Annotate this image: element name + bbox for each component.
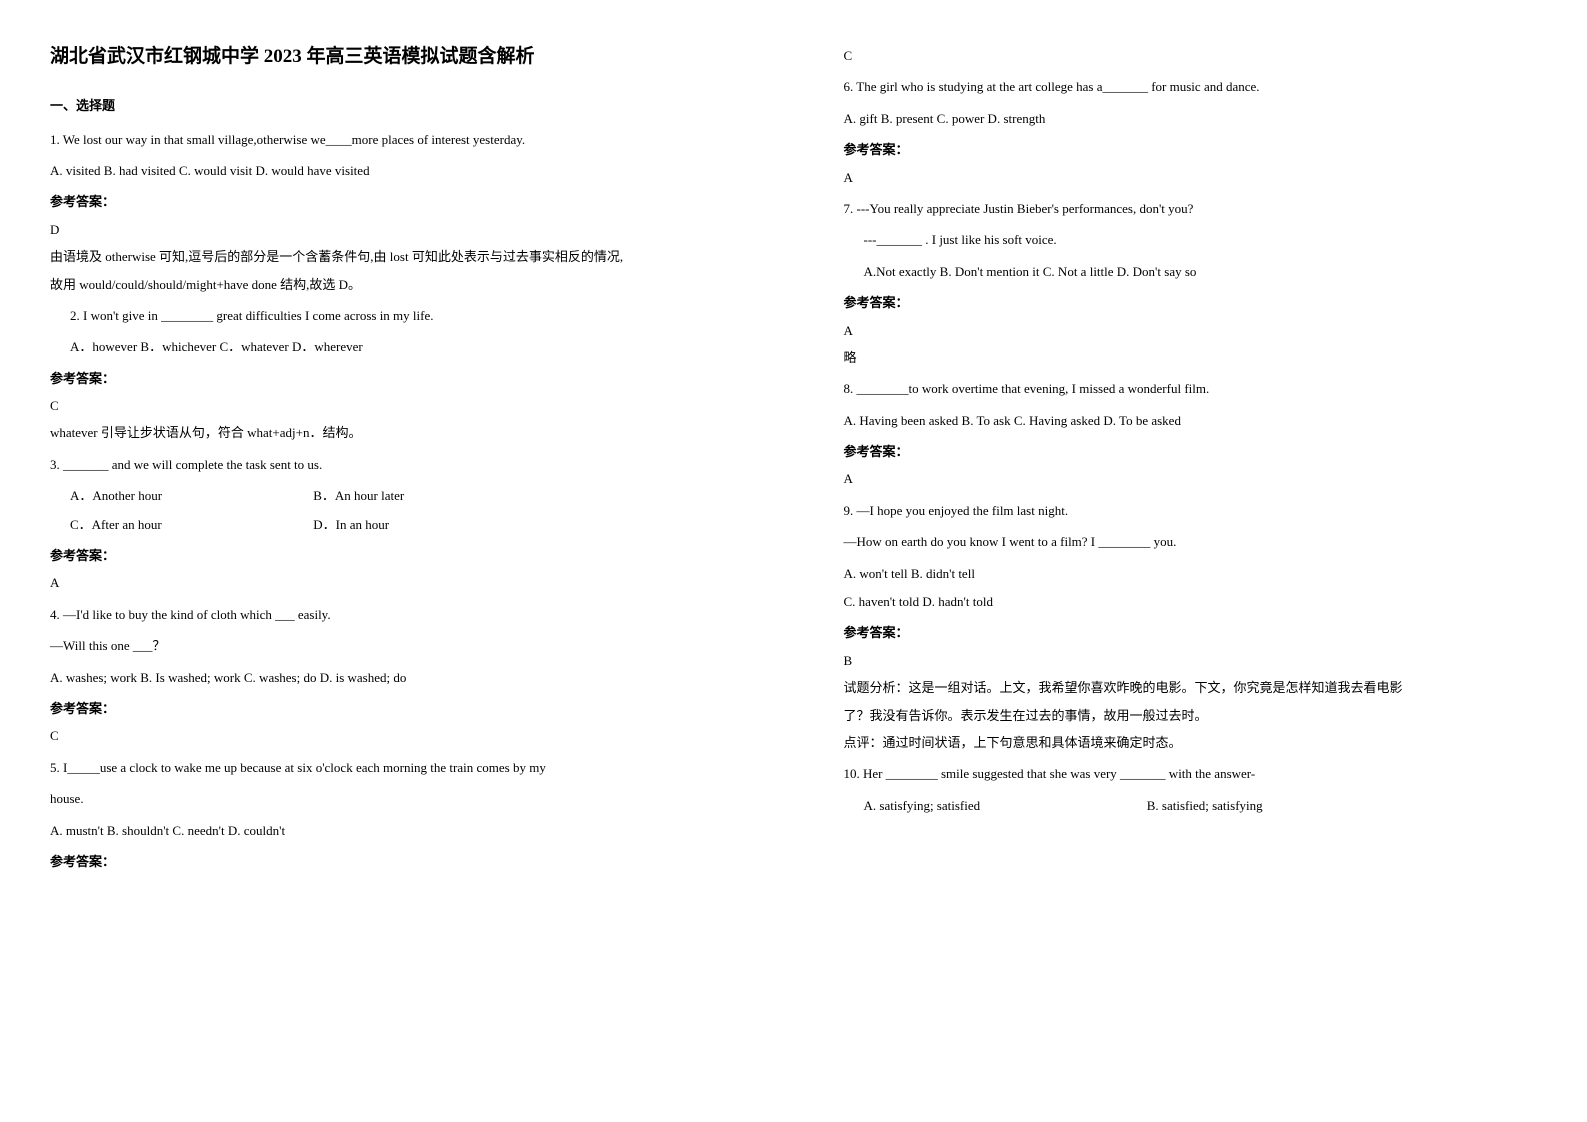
left-column: 湖北省武汉市红钢城中学 2023 年高三英语模拟试题含解析 一、选择题 1. W… (0, 0, 794, 1122)
q7-options: A.Not exactly B. Don't mention it C. Not… (844, 260, 1538, 283)
q6-options: A. gift B. present C. power D. strength (844, 107, 1538, 130)
q4-answer-label: 参考答案： (50, 697, 744, 720)
q2-answer-label: 参考答案： (50, 367, 744, 390)
q5-text-2: house. (50, 787, 744, 810)
q5-text-1: 5. I_____use a clock to wake me up becau… (50, 756, 744, 779)
q9-text-2: —How on earth do you know I went to a fi… (844, 530, 1538, 553)
q9-explain-1: 试题分析：这是一组对话。上文，我希望你喜欢昨晚的电影。下文，你究竟是怎样知道我去… (844, 676, 1538, 699)
q8-options: A. Having been asked B. To ask C. Having… (844, 409, 1538, 432)
q5-answer: C (844, 44, 1538, 67)
q3-options-row2: C．After an hour D．In an hour (50, 513, 744, 536)
q9-explain-3: 点评：通过时间状语，上下句意思和具体语境来确定时态。 (844, 731, 1538, 754)
right-column: C 6. The girl who is studying at the art… (794, 0, 1587, 1122)
q9-explain-2: 了？我没有告诉你。表示发生在过去的事情，故用一般过去时。 (844, 704, 1538, 727)
q4-options: A. washes; work B. Is washed; work C. wa… (50, 666, 744, 689)
q3-opt-a: A．Another hour (70, 484, 310, 507)
q4-text-2: —Will this one ___？ (50, 634, 744, 657)
exam-page: 湖北省武汉市红钢城中学 2023 年高三英语模拟试题含解析 一、选择题 1. W… (0, 0, 1587, 1122)
q3-opt-d: D．In an hour (313, 517, 389, 532)
q1-options: A. visited B. had visited C. would visit… (50, 159, 744, 182)
q6-answer: A (844, 166, 1538, 189)
q4-text-1: 4. —I'd like to buy the kind of cloth wh… (50, 603, 744, 626)
q3-opt-c: C．After an hour (70, 513, 310, 536)
q1-explain-1: 由语境及 otherwise 可知,逗号后的部分是一个含蓄条件句,由 lost … (50, 245, 744, 268)
q3-answer: A (50, 571, 744, 594)
q7-text-1: 7. ---You really appreciate Justin Biebe… (844, 197, 1538, 220)
q8-answer: A (844, 467, 1538, 490)
q9-answer-label: 参考答案： (844, 621, 1538, 644)
q4-answer: C (50, 724, 744, 747)
q2-options: A．however B．whichever C．whatever D．where… (50, 335, 744, 358)
q1-text: 1. We lost our way in that small village… (50, 128, 744, 151)
q7-answer: A (844, 319, 1538, 342)
q3-opt-b: B．An hour later (313, 488, 404, 503)
q5-answer-label: 参考答案： (50, 850, 744, 873)
section-1-heading: 一、选择题 (50, 94, 744, 117)
q9-answer: B (844, 649, 1538, 672)
q8-text: 8. ________to work overtime that evening… (844, 377, 1538, 400)
q6-answer-label: 参考答案： (844, 138, 1538, 161)
q7-extra: 略 (844, 346, 1538, 369)
q7-text-2: ---_______ . I just like his soft voice. (844, 228, 1538, 251)
q2-explain: whatever 引导让步状语从句，符合 what+adj+n．结构。 (50, 421, 744, 444)
q9-text-1: 9. —I hope you enjoyed the film last nig… (844, 499, 1538, 522)
q1-answer-label: 参考答案： (50, 190, 744, 213)
document-title: 湖北省武汉市红钢城中学 2023 年高三英语模拟试题含解析 (50, 40, 744, 74)
q3-answer-label: 参考答案： (50, 544, 744, 567)
q10-text: 10. Her ________ smile suggested that sh… (844, 762, 1538, 785)
q6-text: 6. The girl who is studying at the art c… (844, 75, 1538, 98)
q5-options: A. mustn't B. shouldn't C. needn't D. co… (50, 819, 744, 842)
q7-answer-label: 参考答案： (844, 291, 1538, 314)
q9-options-1: A. won't tell B. didn't tell (844, 562, 1538, 585)
q1-answer: D (50, 218, 744, 241)
q1-explain-2: 故用 would/could/should/might+have done 结构… (50, 273, 744, 296)
q3-text: 3. _______ and we will complete the task… (50, 453, 744, 476)
q2-answer: C (50, 394, 744, 417)
q3-options-row1: A．Another hour B．An hour later (50, 484, 744, 507)
q10-options: A. satisfying; satisfied B. satisfied; s… (844, 794, 1538, 817)
q10-opt-b: B. satisfied; satisfying (1147, 798, 1263, 813)
q8-answer-label: 参考答案： (844, 440, 1538, 463)
q9-options-2: C. haven't told D. hadn't told (844, 590, 1538, 613)
q10-opt-a: A. satisfying; satisfied (864, 794, 1144, 817)
q2-text: 2. I won't give in ________ great diffic… (50, 304, 744, 327)
